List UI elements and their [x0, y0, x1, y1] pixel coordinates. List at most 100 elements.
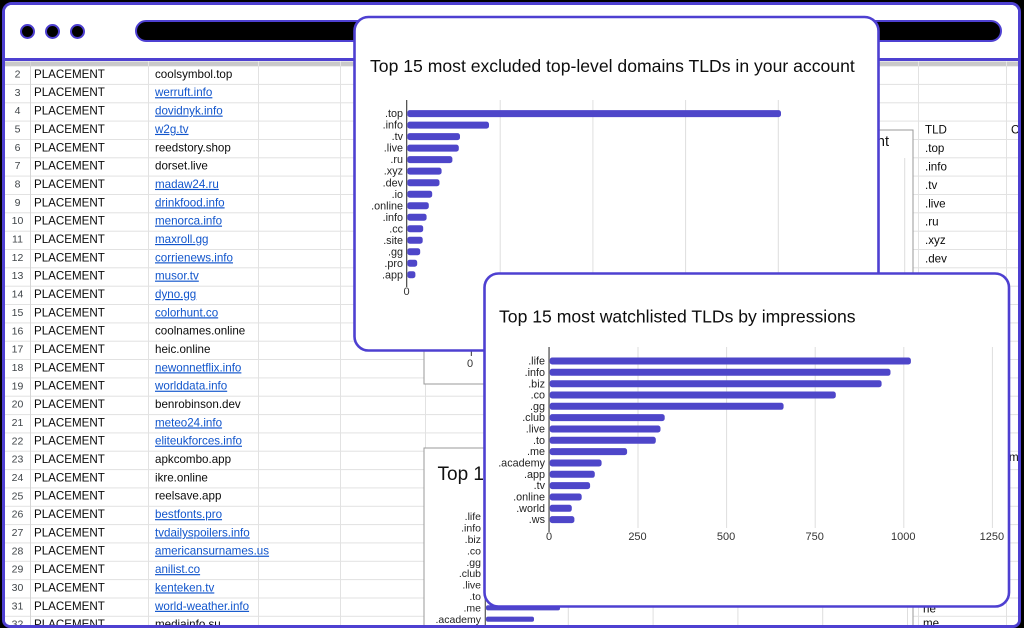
svg-text:PLACEMENT: PLACEMENT [34, 398, 105, 411]
svg-text:musor.tv: musor.tv [155, 270, 199, 283]
svg-text:.info: .info [525, 367, 545, 379]
svg-text:PLACEMENT: PLACEMENT [34, 123, 105, 136]
svg-text:.live: .live [384, 143, 403, 155]
svg-text:16: 16 [12, 325, 24, 337]
svg-text:31: 31 [12, 600, 24, 612]
svg-text:PLACEMENT: PLACEMENT [34, 325, 105, 338]
svg-text:6: 6 [15, 142, 21, 154]
svg-text:ikre.online: ikre.online [155, 471, 208, 484]
svg-text:.site: .site [383, 235, 403, 247]
svg-text:worlddata.info: worlddata.info [154, 380, 227, 393]
svg-text:anilist.co: anilist.co [155, 563, 200, 576]
svg-text:11: 11 [12, 234, 23, 246]
svg-text:.ru: .ru [390, 154, 403, 166]
svg-text:PLACEMENT: PLACEMENT [34, 508, 105, 521]
svg-text:.cc: .cc [389, 223, 403, 235]
svg-text:14: 14 [12, 289, 24, 301]
svg-text:PLACEMENT: PLACEMENT [34, 380, 105, 393]
svg-text:PLACEMENT: PLACEMENT [34, 105, 105, 118]
svg-text:PLACEMENT: PLACEMENT [34, 306, 105, 319]
svg-text:eliteukforces.info: eliteukforces.info [155, 435, 242, 448]
svg-text:18: 18 [12, 362, 24, 374]
svg-text:PLACEMENT: PLACEMENT [34, 581, 105, 594]
svg-text:.ws: .ws [529, 514, 546, 526]
svg-text:.biz: .biz [465, 534, 481, 546]
svg-text:.dev: .dev [383, 177, 404, 189]
svg-text:17: 17 [12, 344, 24, 356]
svg-text:.app: .app [382, 269, 403, 281]
svg-text:19: 19 [12, 380, 24, 392]
svg-text:PLACEMENT: PLACEMENT [34, 435, 105, 448]
svg-text:7: 7 [15, 160, 21, 172]
svg-text:heic.online: heic.online [155, 343, 210, 356]
svg-text:.me: .me [463, 602, 481, 614]
svg-text:.academy: .academy [498, 458, 545, 470]
svg-text:PLACEMENT: PLACEMENT [34, 343, 105, 356]
svg-text:.online: .online [513, 492, 545, 504]
svg-text:bestfonts.pro: bestfonts.pro [155, 508, 222, 521]
svg-text:24: 24 [12, 472, 24, 484]
svg-text:.club: .club [459, 568, 481, 580]
svg-text:12: 12 [12, 252, 24, 264]
svg-text:m: m [1009, 451, 1019, 464]
svg-text:drinkfood.info: drinkfood.info [155, 196, 225, 209]
svg-text:PLACEMENT: PLACEMENT [34, 215, 105, 228]
svg-text:22: 22 [12, 435, 24, 447]
svg-text:.me: .me [527, 446, 545, 458]
svg-text:coolnames.online: coolnames.online [155, 325, 245, 338]
svg-text:.xyz: .xyz [925, 234, 946, 247]
svg-text:world-weather.info: world-weather.info [154, 600, 249, 613]
svg-text:.app: .app [524, 469, 545, 481]
svg-text:.tv: .tv [534, 480, 546, 492]
svg-text:tvdailyspoilers.info: tvdailyspoilers.info [155, 526, 250, 539]
svg-text:dorset.live: dorset.live [155, 160, 208, 173]
svg-text:mediainfo.su: mediainfo.su [155, 618, 221, 627]
svg-text:meteo24.info: meteo24.info [155, 416, 222, 429]
svg-text:PLACEMENT: PLACEMENT [34, 178, 105, 191]
svg-text:menorca.info: menorca.info [155, 215, 222, 228]
svg-text:0: 0 [467, 358, 473, 370]
svg-text:1250: 1250 [980, 531, 1004, 543]
svg-text:.co: .co [531, 390, 545, 402]
svg-text:.gg: .gg [466, 557, 481, 569]
svg-text:PLACEMENT: PLACEMENT [34, 600, 105, 613]
svg-text:.to: .to [469, 591, 481, 603]
svg-text:PLACEMENT: PLACEMENT [34, 160, 105, 173]
svg-text:.info: .info [461, 523, 481, 535]
svg-text:dyno.gg: dyno.gg [155, 288, 196, 301]
svg-text:15: 15 [12, 307, 24, 319]
svg-text:8: 8 [15, 179, 21, 191]
svg-text:23: 23 [12, 454, 24, 466]
svg-text:.info: .info [383, 120, 403, 132]
svg-text:kenteken.tv: kenteken.tv [155, 581, 214, 594]
svg-text:9: 9 [15, 197, 21, 209]
svg-text:w2g.tv: w2g.tv [154, 123, 189, 136]
svg-text:werruft.info: werruft.info [154, 86, 212, 99]
svg-text:dovidnyk.info: dovidnyk.info [155, 105, 223, 118]
svg-text:apkcombo.app: apkcombo.app [155, 453, 231, 466]
svg-text:500: 500 [717, 531, 735, 543]
svg-text:21: 21 [12, 417, 24, 429]
svg-text:newonnetflix.info: newonnetflix.info [155, 361, 241, 374]
svg-text:30: 30 [12, 582, 24, 594]
svg-text:me: me [923, 617, 939, 628]
svg-text:.co: .co [467, 545, 481, 557]
svg-text:corrienews.info: corrienews.info [155, 251, 233, 264]
svg-text:coolsymbol.top: coolsymbol.top [155, 68, 232, 81]
svg-text:.live: .live [925, 197, 946, 210]
svg-text:.tv: .tv [925, 179, 937, 192]
svg-text:PLACEMENT: PLACEMENT [34, 618, 105, 627]
svg-text:.top: .top [925, 142, 944, 155]
svg-text:Top 15 most watchlisted TLDs b: Top 15 most watchlisted TLDs by impressi… [499, 307, 856, 327]
svg-text:26: 26 [12, 509, 24, 521]
svg-text:.biz: .biz [528, 378, 545, 390]
svg-text:.info: .info [925, 161, 947, 174]
svg-text:.pro: .pro [384, 258, 403, 270]
svg-text:PLACEMENT: PLACEMENT [34, 361, 105, 374]
svg-text:750: 750 [806, 531, 824, 543]
svg-text:.club: .club [522, 412, 545, 424]
svg-text:PLACEMENT: PLACEMENT [34, 416, 105, 429]
svg-text:.info: .info [383, 212, 403, 224]
svg-text:32: 32 [12, 619, 24, 628]
svg-text:.live: .live [462, 580, 481, 592]
